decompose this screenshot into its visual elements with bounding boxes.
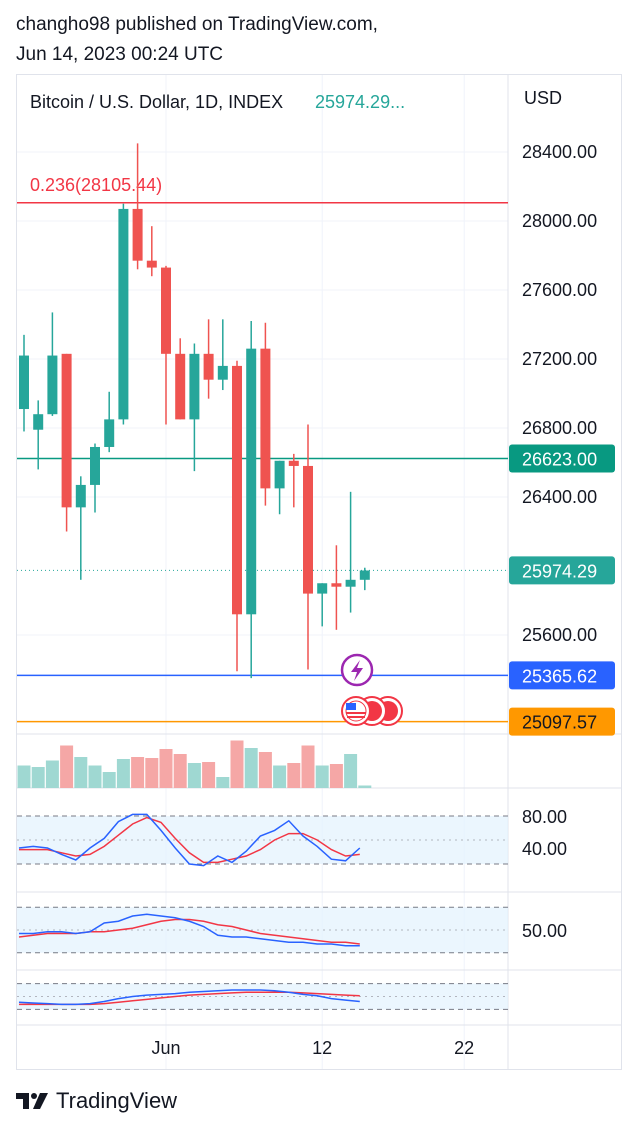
candle-body [246,348,257,615]
oscillator-signal-line [19,816,360,864]
candle-body [345,579,356,587]
candle-body [161,267,171,354]
oscillator-main-line [18,813,361,867]
volume-bar [301,745,315,788]
y-tick-label: 25600.00 [522,625,597,645]
price-level-tag [509,444,615,473]
candle-body [90,446,100,485]
volume-bar [45,760,59,788]
y-tick-label: 27200.00 [522,349,597,369]
fib-level-label: 0.236(28105.44) [30,175,162,195]
price-level-tag-label: 25974.29 [522,561,597,581]
volume-bar [230,740,244,788]
chart-frame [16,74,622,1070]
us-flag-event-icon[interactable] [341,696,403,726]
tradingview-wordmark: TradingView [56,1088,178,1113]
volume-bar [273,765,287,788]
volume-bar [88,765,102,788]
oscillator-tick-label: 80.00 [522,807,567,827]
volume-bar [258,752,272,788]
candle-body [75,484,86,508]
volume-bar [173,754,187,788]
volume-bar [287,763,301,788]
candle-body [146,260,157,268]
price-level-tag [509,661,615,690]
price-level-tag-label: 25097.57 [522,713,597,733]
candle-body [331,583,342,587]
chart-title: Bitcoin / U.S. Dollar, 1D, INDEX [30,92,283,112]
tradingview-logo[interactable]: TradingView [16,1088,177,1114]
candle-body [217,365,228,380]
volume-bar [60,745,74,788]
y-tick-label: 27600.00 [522,280,597,300]
y-tick-label: 26800.00 [522,418,597,438]
y-tick-label: 28000.00 [522,211,597,231]
volume-bar [131,757,145,788]
publish-date: Jun 14, 2023 00:24 UTC [16,44,224,65]
candle-body [232,365,242,615]
volume-bar [358,785,372,788]
price-level-tag-label: 25365.62 [522,666,597,686]
candle-body [303,465,313,594]
candle-body [104,419,115,447]
candle-body [19,355,29,410]
volume-bar [344,754,358,788]
currency-label: USD [524,88,562,108]
candle-body [47,355,58,415]
volume-bar [202,762,216,788]
oscillator-tick-label: 50.00 [522,921,567,941]
oscillator-tick-label: 40.00 [522,839,567,859]
candle-body [33,414,44,430]
oscillator-main-line [18,989,360,1006]
volume-bar [102,772,116,788]
candle-body [189,353,200,420]
volume-bar [17,765,31,788]
candle-body [203,353,214,380]
last-value-label: 25974.29... [315,92,405,112]
publisher-line: changho98 published on TradingView.com, [16,14,378,35]
candle-body [359,570,370,580]
volume-bar [145,758,159,788]
candle-body [317,583,328,594]
volume-bar [31,767,45,788]
oscillator-main-line [19,913,360,947]
candle-body [132,208,143,261]
candle-body [288,460,299,466]
candle-body [274,460,285,489]
volume-bar [74,757,88,788]
candle-body [61,353,72,508]
candle-body [260,348,271,489]
price-level-tag [509,556,615,585]
volume-bar [329,764,343,788]
y-tick-label: 28400.00 [522,142,597,162]
price-level-tag [509,707,615,736]
volume-bar [315,765,329,788]
x-tick-label: Jun [151,1038,180,1058]
volume-bar [244,748,258,788]
price-level-tag-label: 26623.00 [522,450,597,470]
candle-body [175,353,186,420]
x-tick-label: 22 [454,1038,474,1058]
lightning-event-icon[interactable] [340,653,374,687]
volume-bar [159,749,173,788]
volume-bar [187,763,201,788]
candle-body [118,208,129,420]
y-tick-label: 26400.00 [522,487,597,507]
volume-bar [116,759,130,788]
tradingview-logo-icon [16,1093,48,1109]
volume-bar [216,777,230,788]
x-tick-label: 12 [312,1038,332,1058]
